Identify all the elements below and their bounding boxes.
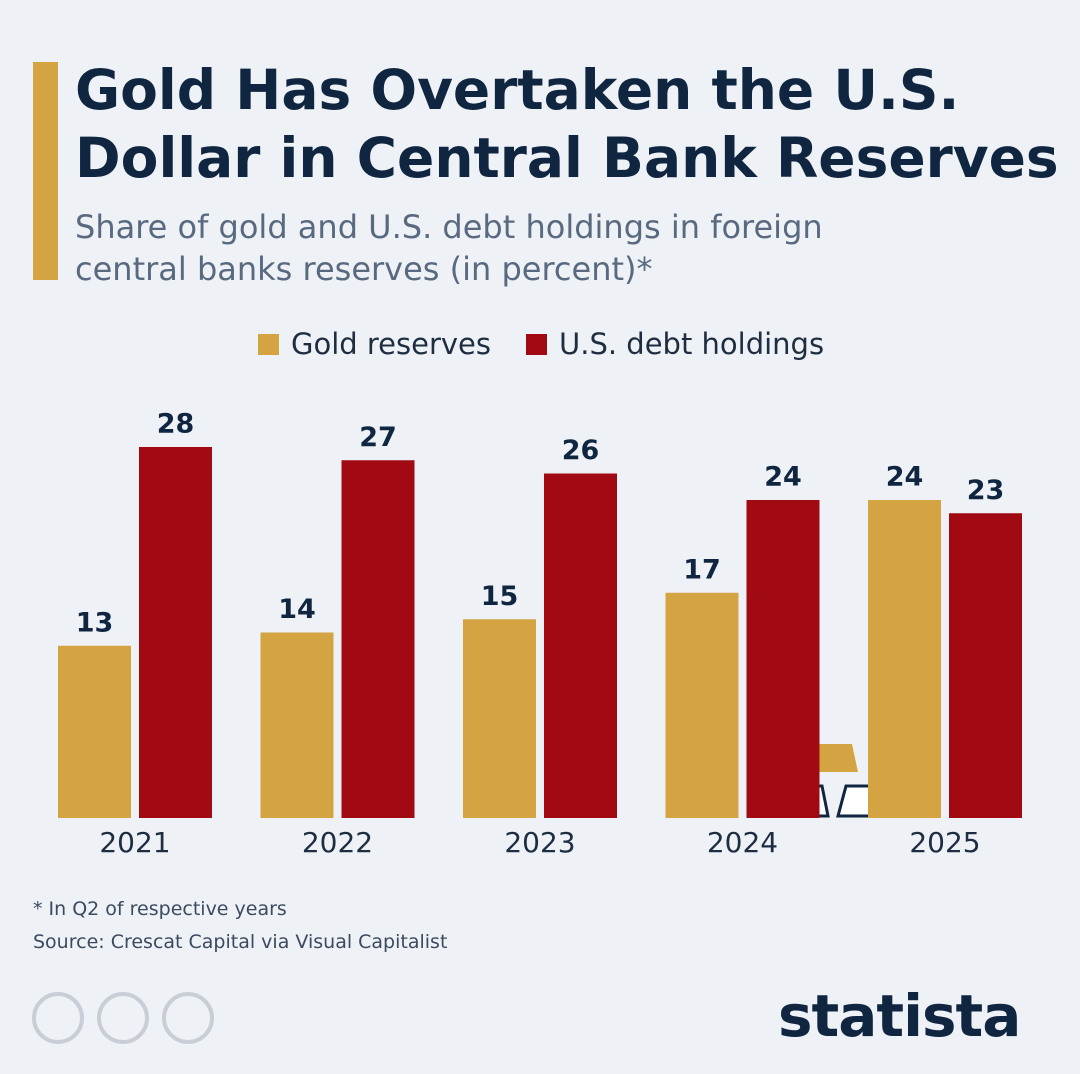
value-label: 23 bbox=[967, 475, 1005, 506]
value-label: 26 bbox=[562, 435, 600, 466]
source: Source: Crescat Capital via Visual Capit… bbox=[33, 931, 448, 953]
value-label: 17 bbox=[683, 554, 721, 585]
x-tick-label: 2024 bbox=[707, 826, 778, 859]
x-tick-label: 2023 bbox=[504, 826, 575, 859]
value-label: 13 bbox=[76, 607, 114, 638]
bar bbox=[746, 500, 820, 818]
x-tick-label: 2025 bbox=[909, 826, 980, 859]
footnote: * In Q2 of respective years bbox=[33, 898, 287, 920]
title-accent bbox=[33, 62, 58, 280]
bar bbox=[341, 460, 415, 818]
bar bbox=[665, 592, 739, 818]
bar bbox=[949, 513, 1022, 818]
x-tick-label: 2021 bbox=[99, 826, 170, 859]
license-icons bbox=[32, 992, 214, 1044]
x-tick-label: 2022 bbox=[302, 826, 373, 859]
bar bbox=[544, 473, 617, 818]
value-label: 24 bbox=[764, 462, 802, 493]
legend-swatch bbox=[526, 334, 547, 355]
bar bbox=[260, 632, 334, 818]
chart-title: Gold Has Overtaken the U.S. Dollar in Ce… bbox=[75, 58, 1059, 190]
value-label: 24 bbox=[886, 462, 924, 493]
chart-subtitle: Share of gold and U.S. debt holdings in … bbox=[75, 208, 823, 288]
legend-label: Gold reserves bbox=[291, 327, 491, 361]
bar bbox=[139, 447, 212, 818]
legend-swatch bbox=[258, 334, 279, 355]
brand-logo: statista bbox=[778, 982, 1021, 1050]
value-label: 28 bbox=[157, 409, 195, 440]
value-label: 27 bbox=[359, 422, 397, 453]
bar bbox=[463, 619, 536, 818]
value-label: 15 bbox=[481, 581, 519, 612]
legend-label: U.S. debt holdings bbox=[559, 327, 824, 361]
value-label: 14 bbox=[278, 594, 316, 625]
bar bbox=[868, 500, 941, 818]
bar bbox=[58, 645, 131, 818]
